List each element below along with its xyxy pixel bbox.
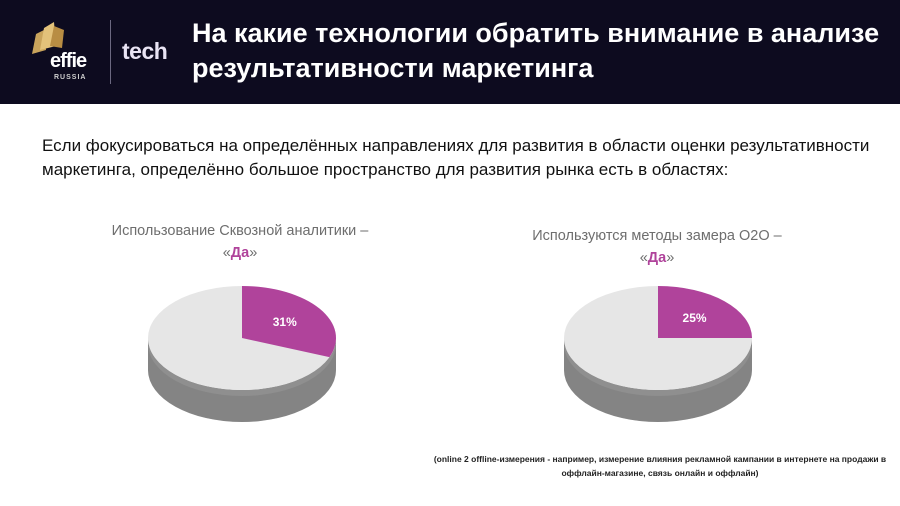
pie-slice-yes [658, 286, 752, 338]
footnote: (online 2 offline-измерения - например, … [433, 454, 887, 478]
pie-1-title-highlight: Да [230, 245, 250, 261]
pie-side [148, 338, 336, 422]
intro-text: Если фокусироваться на определённых напр… [42, 136, 870, 179]
logo-divider [110, 20, 111, 84]
pie-slice-yes [242, 286, 336, 358]
pie-1-title-suffix: » [249, 245, 258, 261]
pie-chart-1: 31% [148, 286, 336, 422]
effie-logo: effie RUSSIA [26, 16, 100, 88]
pie-2-title: Используются методы замера O2O – «Да» [527, 225, 787, 269]
pie-side-shade [564, 344, 752, 422]
pie-slice-yes-label: 31% [273, 315, 297, 329]
pie-1-title: Использование Сквозной аналитики – «Да» [110, 220, 370, 264]
pie-slice-yes-label: 25% [683, 311, 707, 325]
pie-chart-2: 25% [564, 286, 752, 422]
effie-logo-sub: RUSSIA [54, 74, 87, 81]
pie-2-title-prefix: Используются методы замера O2O – « [532, 228, 782, 266]
pie-side [564, 338, 752, 422]
header-bar: effie RUSSIA tech На какие технологии об… [0, 0, 900, 104]
pie-2-title-suffix: » [666, 250, 675, 266]
slide-title: На какие технологии обратить внимание в … [192, 18, 880, 83]
tech-logo: tech [122, 38, 168, 64]
effie-logo-word: effie [50, 50, 87, 72]
effie-statuette-icon [32, 22, 64, 54]
pie-2-title-highlight: Да [647, 250, 667, 266]
pie-side-shade [148, 344, 336, 422]
pie-1-title-prefix: Использование Сквозной аналитики – « [111, 223, 369, 261]
